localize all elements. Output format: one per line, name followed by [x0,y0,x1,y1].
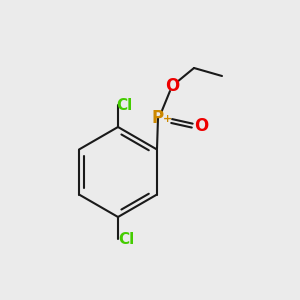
Text: +: + [162,114,172,124]
Text: P: P [152,109,164,127]
Text: O: O [165,77,179,95]
Text: Cl: Cl [118,232,134,247]
Text: O: O [194,117,208,135]
Text: Cl: Cl [116,98,132,112]
